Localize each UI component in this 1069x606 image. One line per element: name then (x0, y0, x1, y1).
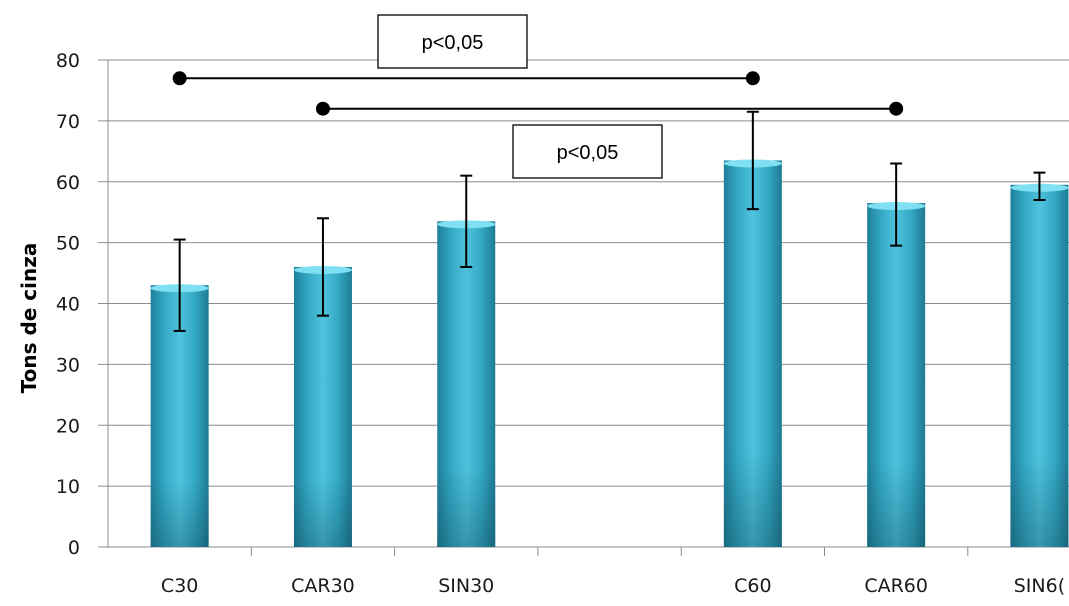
significance-bracket: p<0,05 (315, 101, 904, 179)
annotation-label: p<0,05 (422, 32, 484, 54)
y-axis-title: Tons de cinza (17, 243, 41, 394)
error-bar (890, 162, 903, 247)
y-tick-label: 60 (56, 172, 80, 194)
y-tick-label: 70 (56, 111, 80, 133)
bar (437, 220, 496, 547)
x-category-label: C60 (734, 575, 771, 597)
error-bar (173, 238, 186, 332)
y-tick-label: 50 (56, 233, 80, 255)
bar (723, 159, 782, 547)
y-tick-label: 10 (56, 476, 80, 498)
bracket-dot-start (172, 71, 187, 86)
axis-labels: 0 10 20 30 40 50 60 70 80 C30 CAR30 SIN30 C60 CAR60 SI… (56, 50, 1065, 597)
bars (150, 159, 1069, 547)
significance-annotations: p<0,05 p<0,05 (172, 14, 904, 179)
y-tick-label: 40 (56, 294, 80, 316)
error-bars (173, 110, 1046, 332)
error-bar (1033, 171, 1046, 202)
bar-shade (1010, 184, 1069, 547)
x-category-label: CAR60 (864, 575, 928, 597)
bracket-dot-end (745, 71, 760, 86)
annotation-box (377, 14, 528, 69)
x-category-label: CAR30 (291, 575, 355, 597)
annotation-label: p<0,05 (557, 142, 619, 164)
significance-bracket: p<0,05 (172, 14, 760, 86)
annotation-box (512, 124, 663, 179)
y-tick-label: 0 (68, 537, 80, 559)
y-tick-label: 80 (56, 50, 80, 72)
y-tick-label: 30 (56, 354, 80, 376)
bar-shade (723, 160, 782, 547)
bar-shade (867, 203, 926, 547)
x-category-label: SIN30 (438, 575, 494, 597)
error-bar (316, 217, 329, 317)
gridlines (108, 59, 1069, 487)
y-tick-label: 20 (56, 415, 80, 437)
error-bar (746, 110, 759, 211)
x-category-label: SIN6( (1014, 575, 1065, 597)
bar (1010, 183, 1069, 547)
bracket-dot-start (315, 101, 330, 116)
bracket-dot-end (889, 101, 904, 116)
bar (867, 202, 926, 547)
bar-shade (437, 221, 496, 547)
x-category-label: C30 (161, 575, 198, 597)
error-bar (460, 174, 473, 268)
